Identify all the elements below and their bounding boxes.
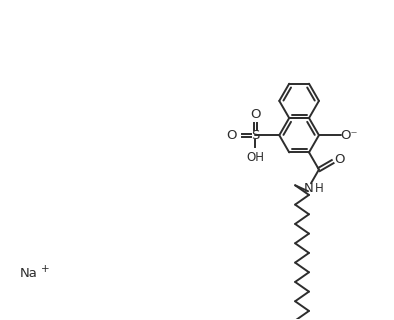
Text: O⁻: O⁻ <box>340 129 357 142</box>
Text: O: O <box>227 129 237 142</box>
Text: O: O <box>335 153 345 166</box>
Text: Na: Na <box>20 267 37 279</box>
Text: H: H <box>314 182 323 195</box>
Text: O: O <box>250 108 261 121</box>
Text: N: N <box>304 182 314 195</box>
Text: OH: OH <box>247 150 264 164</box>
Text: S: S <box>251 129 260 142</box>
Text: +: + <box>41 264 50 274</box>
